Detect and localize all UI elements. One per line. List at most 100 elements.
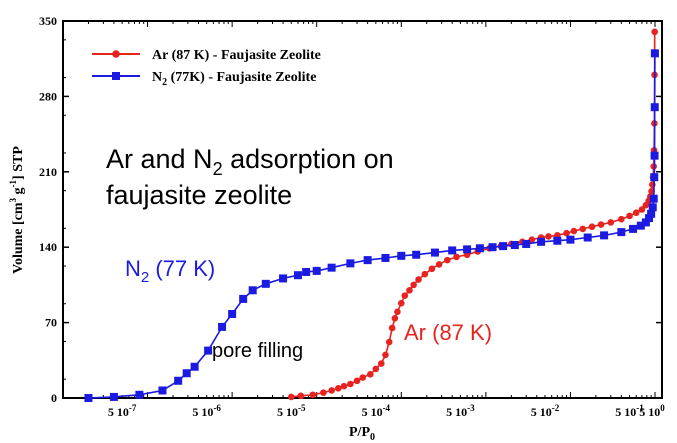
x-axis-title: P/P0 [349, 425, 375, 443]
x-axis-title-main: P/P [349, 425, 370, 440]
data-point [302, 267, 311, 276]
y-tick-label: 70 [45, 316, 57, 330]
data-point [579, 225, 587, 233]
data-point [647, 209, 656, 218]
data-point [287, 393, 295, 401]
data-point [327, 263, 336, 272]
x-tick-label: 5 10-1 [615, 403, 644, 419]
x-tick-base: 10 [201, 405, 213, 419]
y-tick-label: 210 [39, 165, 57, 179]
data-point [600, 231, 609, 240]
x-tick-mantissa: 5 [192, 405, 201, 419]
x-axis-title-sub: 0 [370, 432, 375, 443]
x-tick-base: 10 [624, 405, 636, 419]
x-tick-mantissa: 5 [615, 405, 624, 419]
data-point [135, 390, 144, 399]
data-point [293, 271, 302, 280]
annotation-title-line1-a: Ar and N [106, 144, 213, 174]
legend-ar-label: Ar (87 K) - Faujasite Zeolite [152, 48, 321, 63]
data-point [617, 228, 626, 237]
data-point [397, 251, 406, 260]
y-axis: 0 70 140 210 280 350 [39, 14, 662, 405]
data-point [435, 261, 443, 268]
x-tick-exponent: 0 [660, 403, 665, 413]
y-tick-label: 350 [39, 14, 57, 28]
x-tick-label: 5 10-4 [362, 403, 391, 419]
x-tick-base: 10 [540, 405, 552, 419]
legend-n2-marker [112, 72, 120, 80]
y-tick-label: 140 [39, 240, 57, 254]
y-axis-title: Volume [cm3 g-1] STP [8, 146, 26, 274]
data-point [279, 274, 288, 283]
annotation-pore-filling: pore filling [212, 340, 303, 362]
data-point [537, 237, 546, 246]
x-tick-exponent: -6 [213, 403, 221, 413]
x-tick-label: 5 10-7 [108, 403, 137, 419]
data-point [309, 391, 317, 399]
data-point [174, 376, 183, 385]
data-point [430, 248, 439, 257]
annotation-n2: N2 (77 K) [125, 256, 215, 286]
legend-n2-label: N2 (77K) - Faujasite Zeolite [152, 70, 316, 88]
data-point [566, 235, 575, 244]
data-point [328, 387, 335, 394]
data-point [391, 314, 399, 322]
data-point [109, 392, 118, 401]
data-point [410, 281, 417, 289]
data-point [597, 221, 605, 228]
x-tick-mantissa: 5 [108, 405, 117, 419]
x-tick-exponent: -3 [467, 403, 475, 413]
data-point [651, 28, 659, 36]
annotation-ar: Ar (87 K) [404, 320, 492, 345]
data-point [632, 209, 640, 217]
data-point [412, 250, 421, 259]
x-tick-base: 10 [455, 405, 467, 419]
series-ar [287, 28, 659, 401]
x-tick-base: 10 [117, 405, 129, 419]
data-point [650, 49, 659, 58]
x-tick-mantissa: 5 [531, 405, 540, 419]
data-point [522, 239, 531, 248]
y-axis-title-sup2: -1 [8, 179, 18, 187]
data-point [312, 266, 321, 275]
data-point [629, 224, 638, 233]
data-point [636, 221, 645, 230]
x-tick-base: 10 [648, 405, 660, 419]
y-axis-title-sup1: 3 [8, 197, 18, 202]
data-point [563, 229, 570, 237]
x-tick-mantissa: 5 [446, 405, 455, 419]
y-axis-title-part2: g [11, 187, 26, 198]
data-point [528, 236, 536, 243]
legend: Ar (87 K) - Faujasite Zeolite N2 (77K) -… [92, 48, 321, 88]
annotation-n2-sub: 2 [141, 269, 149, 286]
data-point [553, 236, 562, 245]
series-layer [84, 28, 659, 402]
legend-n2-label-post: (77K) - Faujasite Zeolite [167, 70, 316, 85]
data-point [347, 380, 354, 388]
x-tick-mantissa: 5 [277, 405, 286, 419]
x-tick-base: 10 [286, 405, 298, 419]
data-point [463, 245, 472, 254]
y-tick-label: 0 [51, 391, 57, 405]
data-point [248, 286, 257, 295]
data-point [588, 223, 596, 231]
data-point [228, 309, 237, 318]
data-point [397, 299, 405, 307]
x-tick-label: 5 10-5 [277, 403, 306, 419]
x-tick-label: 5 10-2 [531, 403, 560, 419]
data-point [394, 308, 401, 316]
data-point [448, 246, 457, 255]
x-tick-base: 10 [371, 405, 383, 419]
data-point [363, 256, 372, 265]
data-point [488, 243, 497, 252]
series-n2-line [88, 53, 656, 399]
x-tick-exponent: -2 [552, 403, 560, 413]
data-point [443, 256, 451, 264]
data-point [381, 253, 390, 262]
data-point [353, 377, 361, 385]
annotation-n2-pre: N [125, 256, 141, 281]
data-point [320, 389, 327, 396]
x-tick-mantissa: 5 [362, 405, 371, 419]
data-point [346, 259, 355, 268]
